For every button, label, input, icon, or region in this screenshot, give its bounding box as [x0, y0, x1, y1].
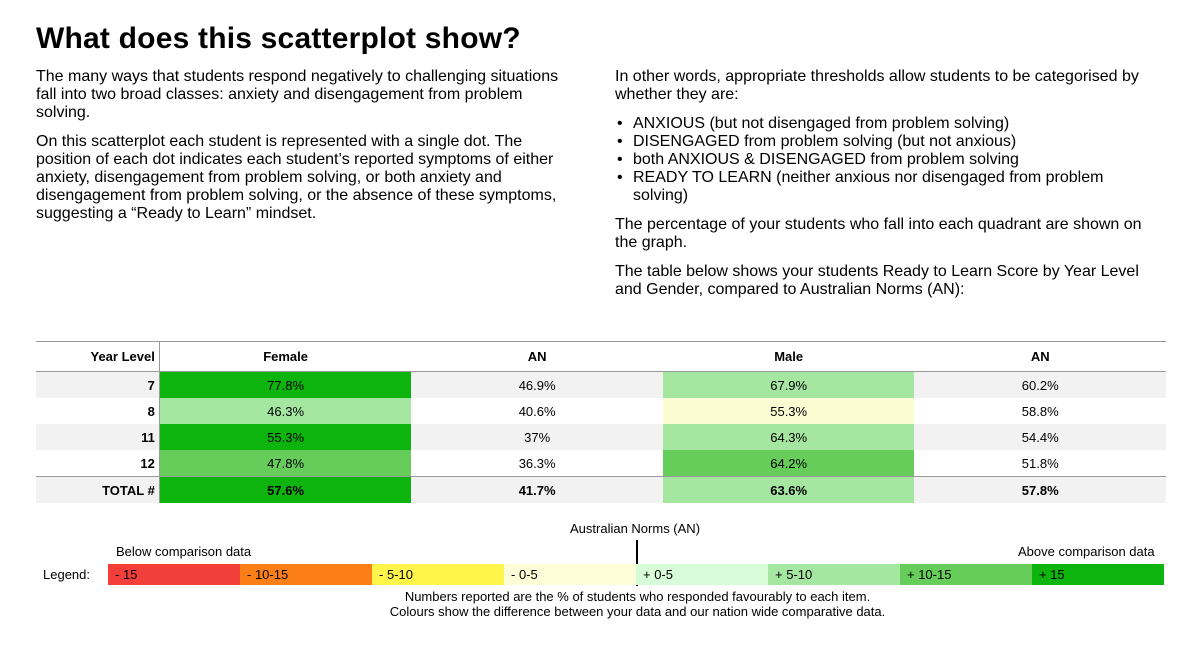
page-title: What does this scatterplot show? — [36, 22, 521, 55]
an-male-cell: 54.4% — [914, 424, 1166, 450]
male-total-cell: 63.6% — [662, 476, 915, 503]
legend-color-scale: - 15 - 10-15 - 5-10 - 0-5 + 0-5 + 5-10 +… — [108, 564, 1164, 585]
year-cell: 8 — [36, 398, 160, 424]
table-row: 7 77.8% 46.9% 67.9% 60.2% — [36, 371, 1166, 398]
table-intro: The table below shows your students Read… — [615, 263, 1139, 298]
an-female-cell: 40.6% — [518, 403, 556, 419]
year-cell: 7 — [36, 371, 160, 398]
legend-segment: + 5-10 — [768, 564, 900, 585]
table-header-row: Year Level Female AN Male AN — [36, 341, 1166, 372]
intro-paragraph: The many ways that students respond nega… — [36, 68, 559, 121]
year-cell: 11 — [36, 424, 160, 450]
an-male-cell: 51.8% — [1021, 455, 1059, 471]
legend-prefix: Legend: — [43, 567, 90, 582]
header-year-level: Year Level — [36, 341, 160, 372]
male-cell: 55.3% — [662, 398, 915, 424]
below-comparison-label: Below comparison data — [116, 544, 252, 559]
table-total-row: TOTAL # 57.6% 41.7% 63.6% 57.8% — [36, 476, 1166, 503]
legend-segment: - 0-5 — [504, 564, 636, 585]
male-cell: 67.9% — [662, 371, 915, 398]
header-an-male: AN — [914, 341, 1166, 372]
legend-segment: - 5-10 — [372, 564, 504, 585]
an-female-cell: 37% — [411, 424, 663, 450]
above-comparison-label: Above comparison data — [1018, 544, 1155, 559]
header-female: Female — [159, 341, 412, 372]
an-female-cell: 46.9% — [411, 371, 663, 398]
header-male: Male — [662, 341, 915, 372]
female-cell: 55.3% — [159, 424, 412, 450]
scatterplot-explanation: On this scatterplot each student is repr… — [36, 133, 557, 222]
legend-segment: - 15 — [108, 564, 240, 585]
table-row: 11 55.3% 37% 64.3% 54.4% — [36, 424, 1166, 450]
ready-to-learn-table: Year Level Female AN Male AN 7 77.8% 46.… — [36, 341, 1166, 503]
male-cell: 64.2% — [662, 450, 915, 477]
female-cell: 47.8% — [159, 450, 412, 477]
an-male-cell: 60.2% — [914, 371, 1166, 398]
total-label-cell: TOTAL # — [36, 476, 160, 503]
table-row: 12 47.8% 36.3% 64.2% 51.8% — [36, 450, 1166, 477]
legend-note-line-1: Numbers reported are the % of students w… — [404, 589, 871, 604]
legend-segment: + 0-5 — [636, 564, 768, 585]
norms-divider-line — [636, 540, 638, 586]
legend-note-line-2: Colours show the difference between your… — [389, 604, 886, 619]
left-column: The many ways that students respond nega… — [36, 68, 576, 234]
category-anxious: ANXIOUS (but not disengaged from problem… — [615, 115, 1160, 133]
male-cell: 64.3% — [662, 424, 915, 450]
header-an-female: AN — [411, 341, 663, 372]
legend-segment: + 10-15 — [900, 564, 1032, 585]
female-cell: 46.3% — [159, 398, 412, 424]
table-row: 8 46.3% 40.6% 55.3% 58.8% — [36, 398, 1166, 424]
year-cell: 12 — [36, 450, 160, 477]
category-ready: READY TO LEARN (neither anxious nor dise… — [615, 169, 1160, 205]
category-disengaged: DISENGAGED from problem solving (but not… — [615, 133, 1160, 151]
categories-intro: In other words, appropriate thresholds a… — [615, 68, 1139, 103]
an-male-cell: 58.8% — [1021, 403, 1059, 419]
australian-norms-label: Australian Norms (AN) — [570, 521, 701, 536]
female-cell: 77.8% — [159, 371, 412, 398]
right-column: In other words, appropriate thresholds a… — [615, 68, 1160, 310]
an-female-total-cell: 41.7% — [411, 476, 663, 503]
legend-segment: - 10-15 — [240, 564, 372, 585]
an-male-total-cell: 57.8% — [914, 476, 1166, 503]
category-list: ANXIOUS (but not disengaged from problem… — [615, 115, 1160, 205]
category-both: both ANXIOUS & DISENGAGED from problem s… — [615, 151, 1160, 169]
female-total-cell: 57.6% — [159, 476, 412, 503]
an-female-cell: 36.3% — [518, 455, 556, 471]
quadrant-percent-note: The percentage of your students who fall… — [615, 216, 1142, 251]
legend-segment: + 15 — [1032, 564, 1164, 585]
